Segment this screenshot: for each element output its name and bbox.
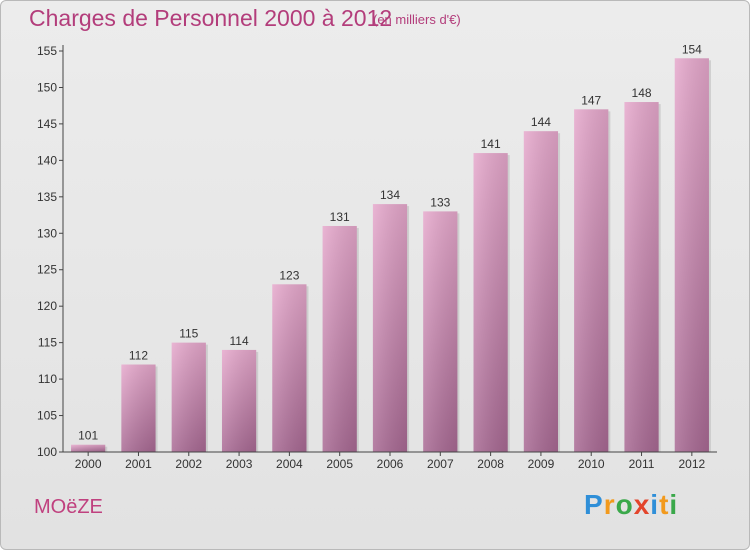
bar-highlight bbox=[574, 109, 609, 452]
bar-value-label: 154 bbox=[682, 42, 702, 56]
y-tick-label: 110 bbox=[38, 372, 57, 386]
bar-value-label: 123 bbox=[279, 268, 299, 282]
x-tick-label: 2006 bbox=[377, 457, 404, 471]
bar-value-label: 101 bbox=[78, 429, 98, 443]
chart-subtitle: (en milliers d'€) bbox=[373, 12, 461, 27]
y-tick-label: 140 bbox=[37, 153, 57, 167]
y-tick-label: 155 bbox=[37, 44, 57, 58]
y-tick-label: 115 bbox=[38, 336, 57, 350]
x-tick-label: 2007 bbox=[427, 457, 454, 471]
bar-highlight bbox=[372, 204, 408, 452]
bar-highlight bbox=[322, 225, 357, 452]
bar-value-label: 131 bbox=[330, 210, 350, 224]
bar-value-label: 141 bbox=[481, 137, 501, 151]
y-tick-label: 125 bbox=[37, 263, 57, 277]
x-tick-label: 2003 bbox=[226, 457, 253, 471]
x-tick-label: 2008 bbox=[477, 457, 504, 471]
bar-highlight bbox=[272, 284, 307, 452]
y-tick-label: 120 bbox=[37, 299, 57, 313]
bar-highlight bbox=[71, 444, 106, 452]
x-tick-label: 2001 bbox=[125, 457, 152, 471]
commune-name: MOëZE bbox=[34, 496, 103, 518]
proxiti-logo: Proxiti bbox=[584, 489, 678, 521]
logo-letter: P bbox=[584, 489, 604, 520]
x-tick-label: 2012 bbox=[678, 457, 705, 471]
y-tick-label: 100 bbox=[37, 445, 57, 459]
bar-value-label: 134 bbox=[380, 188, 400, 202]
chart-title: Charges de Personnel 2000 à 2012 bbox=[29, 5, 393, 31]
y-tick-label: 130 bbox=[37, 226, 57, 240]
bar-highlight bbox=[423, 211, 458, 452]
x-tick-label: 2009 bbox=[528, 457, 555, 471]
bar-value-label: 147 bbox=[581, 93, 601, 107]
logo-letter: r bbox=[603, 489, 616, 520]
logo-letter: x bbox=[633, 489, 651, 520]
x-tick-label: 2002 bbox=[175, 457, 202, 471]
x-tick-label: 2010 bbox=[578, 457, 605, 471]
y-tick-label: 150 bbox=[37, 80, 57, 94]
x-axis: 2000 2001 2002 2003 2004 2005 2006 2007 2008 2009… bbox=[63, 451, 717, 471]
logo-letter: o bbox=[615, 489, 634, 520]
bar-value-label: 148 bbox=[632, 86, 652, 100]
logo-letter: i bbox=[669, 489, 679, 520]
y-axis: 100 105 110 115 120 125 130 135 140 145 150 155 bbox=[37, 44, 64, 459]
x-tick-label: 2004 bbox=[276, 457, 303, 471]
logo-letter: t bbox=[659, 489, 670, 520]
x-tick-label: 2005 bbox=[326, 457, 353, 471]
logo-letter: i bbox=[650, 489, 660, 520]
bar-value-label: 144 bbox=[531, 115, 551, 129]
bar-value-label: 115 bbox=[179, 327, 198, 341]
bar-highlight bbox=[523, 131, 559, 452]
bars: 101 112 115 114 123 131 134 133 141 144 147 148 154 bbox=[71, 42, 711, 453]
y-tick-label: 145 bbox=[37, 117, 57, 131]
y-tick-label: 135 bbox=[37, 190, 57, 204]
bar-highlight bbox=[221, 349, 257, 452]
bar-value-label: 112 bbox=[129, 349, 148, 363]
bar-highlight bbox=[473, 153, 508, 452]
y-tick-label: 105 bbox=[37, 409, 57, 423]
bar-highlight bbox=[171, 342, 206, 452]
bar-highlight bbox=[674, 58, 709, 453]
x-tick-label: 2011 bbox=[629, 457, 655, 471]
bar-value-label: 133 bbox=[430, 195, 450, 209]
bar-highlight bbox=[121, 364, 156, 452]
x-tick-label: 2000 bbox=[75, 457, 102, 471]
bar-value-label: 114 bbox=[230, 334, 249, 348]
bar-highlight bbox=[624, 102, 659, 452]
